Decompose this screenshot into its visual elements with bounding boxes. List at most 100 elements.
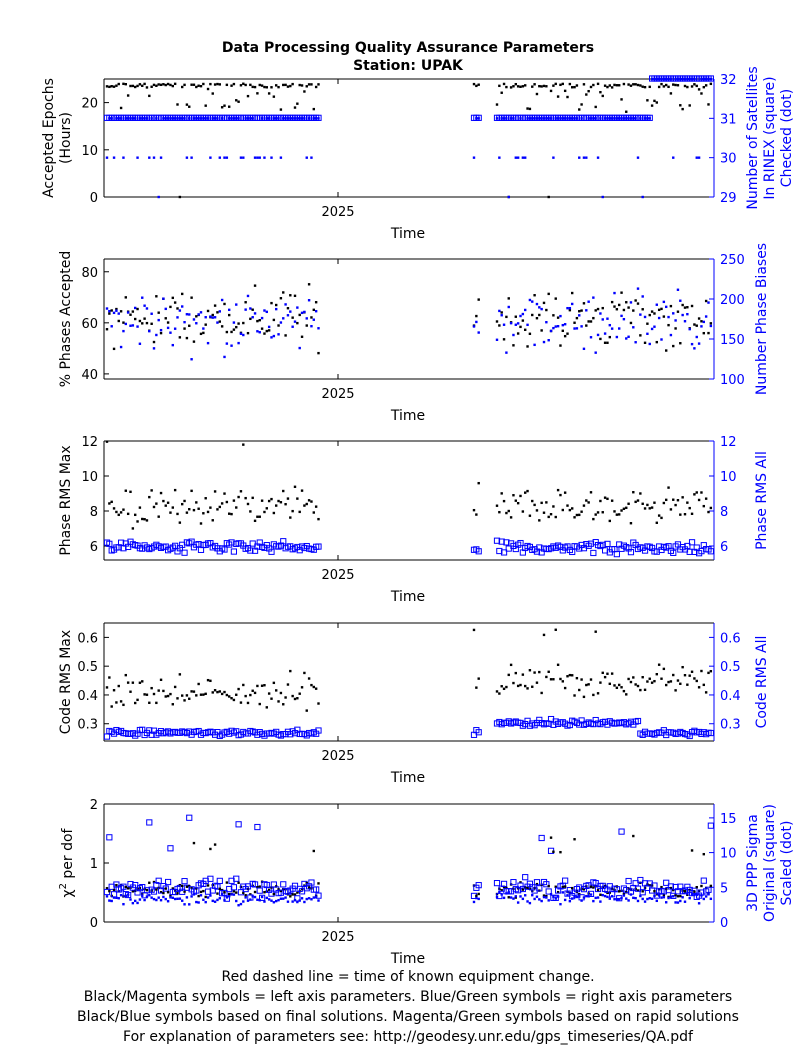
data-point-phases-accepted — [211, 313, 214, 317]
data-point-phase-biases — [115, 309, 118, 312]
left-axis-label: χ2 per dof — [58, 827, 76, 897]
data-point-phase-rms-max — [131, 527, 135, 530]
data-point-chi2 — [267, 888, 271, 892]
data-point-epochs — [279, 108, 283, 111]
data-point-phase-biases — [119, 345, 123, 349]
data-point-chi2 — [669, 886, 673, 890]
data-point-phase-biases — [653, 325, 656, 328]
data-point-phase-rms-max — [505, 511, 508, 515]
data-point-sigma-scaled — [230, 893, 233, 896]
data-point-chi2 — [648, 884, 651, 887]
data-point-phase-rms-max — [202, 512, 205, 515]
data-point-epochs — [213, 83, 217, 86]
data-point-phase-rms-max — [181, 502, 184, 506]
data-point-epochs — [643, 85, 647, 89]
data-point-epochs — [199, 84, 203, 88]
data-point-chi2 — [618, 890, 621, 893]
data-point-phase-rms-max — [272, 511, 276, 515]
data-point-chi2 — [131, 890, 135, 893]
data-point-sigma-scaled — [514, 895, 517, 898]
data-point-epochs — [157, 83, 160, 86]
data-point-phases-accepted — [531, 313, 534, 317]
data-point-phase-rms-max — [554, 515, 557, 519]
data-point-phase-biases — [540, 307, 543, 311]
data-point-sats-rinex — [475, 114, 482, 121]
data-point-sigma-scaled — [601, 893, 604, 897]
data-point-phase-rms-all — [686, 548, 693, 555]
data-point-epochs — [188, 105, 191, 108]
data-point-sigma-scaled — [246, 899, 250, 902]
data-point-phase-rms-max — [516, 501, 520, 505]
data-point-code-rms-max — [251, 689, 254, 692]
data-point-chi2 — [554, 885, 557, 888]
data-point-sigma-scaled — [700, 894, 703, 897]
data-point-phase-rms-max — [225, 500, 229, 504]
data-point-code-rms-max — [181, 694, 184, 697]
data-point-phase-rms-max — [112, 507, 116, 510]
data-point-epochs — [225, 83, 229, 87]
data-point-phase-biases — [296, 306, 299, 309]
data-point-phase-biases — [282, 317, 285, 320]
data-point-code-rms-max — [573, 694, 576, 697]
data-point-epochs — [251, 85, 254, 89]
data-point-epochs — [155, 84, 158, 87]
data-point-sats-checked — [225, 156, 229, 159]
data-point-phase-biases — [256, 330, 259, 333]
data-point-sigma-scaled — [307, 897, 311, 900]
data-point-phase-rms-max — [573, 516, 576, 519]
data-point-sigma-scaled — [225, 896, 229, 899]
left-tick-label: 0.6 — [77, 631, 98, 646]
data-point-code-rms-max — [129, 690, 132, 693]
data-point-phase-rms-max — [265, 507, 268, 510]
data-point-phase-rms-max — [220, 502, 224, 505]
data-point-chi2 — [599, 893, 602, 896]
left-axis-label: Phase RMS Max — [58, 445, 74, 555]
data-point-sigma-scaled — [516, 901, 520, 904]
left-tick-label: 0 — [90, 191, 98, 206]
data-point-code-rms-max — [528, 669, 532, 672]
data-point-sigma-scaled — [112, 896, 116, 899]
data-point-sats-checked — [498, 156, 501, 159]
data-point-phases-accepted — [131, 310, 135, 313]
data-point-phase-rms-all — [221, 546, 228, 553]
data-point-sigma-original — [660, 888, 667, 895]
data-point-epochs — [526, 107, 529, 110]
data-point-phase-biases — [211, 316, 214, 319]
data-point-phase-biases — [655, 303, 658, 306]
data-point-chi2 — [702, 852, 705, 856]
right-axis-label: 3D PPP Sigma — [745, 814, 761, 912]
data-point-phase-rms-max — [589, 491, 593, 494]
left-tick-label: 60 — [81, 317, 98, 332]
data-point-phases-accepted — [291, 316, 294, 319]
data-point-phases-accepted — [662, 315, 666, 318]
data-point-phases-accepted — [540, 329, 543, 332]
data-point-phase-rms-max — [314, 505, 318, 508]
data-point-phase-biases — [242, 333, 245, 337]
data-point-phase-biases — [265, 310, 268, 314]
data-point-sigma-scaled — [129, 898, 132, 901]
data-point-code-rms-max — [472, 628, 476, 632]
right-tick-label: 5 — [720, 881, 728, 896]
data-point-phase-biases — [507, 305, 510, 309]
data-point-sigma-scaled — [585, 894, 588, 898]
data-point-phase-biases — [594, 351, 597, 354]
data-point-chi2 — [674, 893, 677, 897]
data-point-phase-biases — [145, 307, 149, 310]
data-point-phase-biases — [131, 324, 135, 327]
data-point-phase-biases — [549, 329, 553, 333]
data-point-phase-rms-max — [634, 500, 637, 504]
data-point-epochs — [143, 82, 146, 86]
data-point-phases-accepted — [648, 313, 651, 317]
data-point-phase-rms-max — [246, 502, 250, 506]
right-axis-label: Number Phase Biases — [754, 243, 770, 395]
data-point-phases-accepted — [512, 344, 515, 347]
data-point-phase-rms-max — [650, 506, 654, 509]
data-point-code-rms-max — [695, 679, 698, 683]
data-point-chi2 — [162, 891, 165, 895]
data-point-phase-rms-max — [178, 521, 182, 524]
data-point-phase-rms-max — [195, 501, 198, 504]
data-point-phase-biases — [618, 327, 621, 330]
data-point-phases-accepted — [660, 307, 663, 311]
data-point-phases-accepted — [547, 292, 550, 296]
